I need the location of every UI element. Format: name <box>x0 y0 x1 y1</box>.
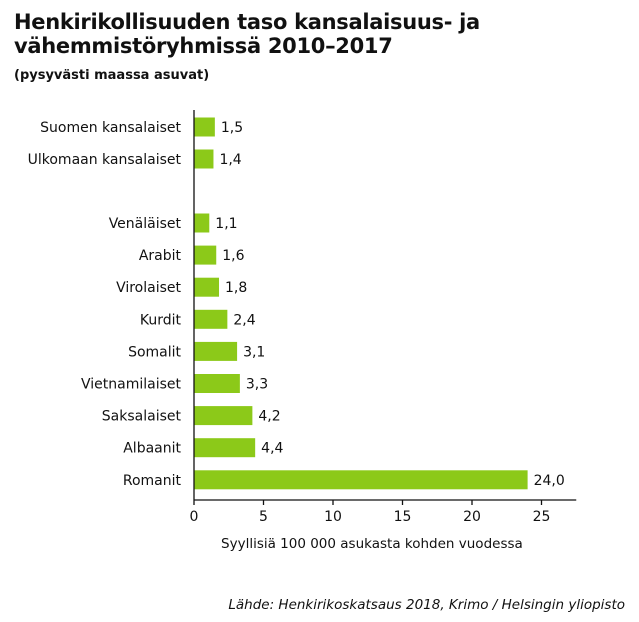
category-label: Somalit <box>128 344 181 360</box>
bar <box>194 341 238 361</box>
bar <box>194 117 215 137</box>
value-label: 1,6 <box>222 248 244 264</box>
value-label: 4,2 <box>258 409 280 425</box>
category-label: Venäläiset <box>109 216 182 232</box>
bar <box>194 406 253 426</box>
value-label: 2,4 <box>233 312 255 328</box>
category-label: Ulkomaan kansalaiset <box>28 152 182 168</box>
value-label: 1,4 <box>219 152 241 168</box>
value-label: 24,0 <box>534 473 565 489</box>
category-label: Arabit <box>139 248 182 264</box>
value-label: 3,3 <box>246 377 268 393</box>
x-tick-label: 0 <box>190 509 199 525</box>
x-tick-label: 5 <box>259 509 268 525</box>
bar <box>194 149 214 169</box>
category-label: Kurdit <box>140 312 182 328</box>
bar <box>194 309 228 329</box>
category-label: Saksalaiset <box>102 409 182 425</box>
bar <box>194 213 210 233</box>
category-label: Virolaiset <box>116 280 181 296</box>
bar <box>194 277 220 297</box>
category-label: Vietnamilaiset <box>81 377 182 393</box>
bar <box>194 245 217 265</box>
source-note: Lähde: Henkirikoskatsaus 2018, Krimo / H… <box>228 597 625 613</box>
x-tick-label: 15 <box>394 509 412 525</box>
category-label: Romanit <box>123 473 182 489</box>
x-tick-label: 10 <box>324 509 342 525</box>
x-tick-label: 25 <box>533 509 551 525</box>
category-label: Albaanit <box>123 441 181 457</box>
bar <box>194 470 528 490</box>
value-label: 1,8 <box>225 280 247 296</box>
bar <box>194 438 256 458</box>
chart-subtitle: (pysyvästi maassa asuvat) <box>14 68 210 83</box>
x-tick-label: 20 <box>463 509 481 525</box>
x-axis-label: Syyllisiä 100 000 asukasta kohden vuodes… <box>221 536 523 552</box>
chart-title: Henkirikollisuuden taso kansalaisuus- ja… <box>14 10 480 58</box>
category-label: Suomen kansalaiset <box>40 120 181 136</box>
value-label: 4,4 <box>261 441 283 457</box>
value-label: 1,1 <box>215 216 237 232</box>
bar <box>194 374 240 393</box>
value-label: 3,1 <box>243 344 265 360</box>
value-label: 1,5 <box>221 120 243 136</box>
